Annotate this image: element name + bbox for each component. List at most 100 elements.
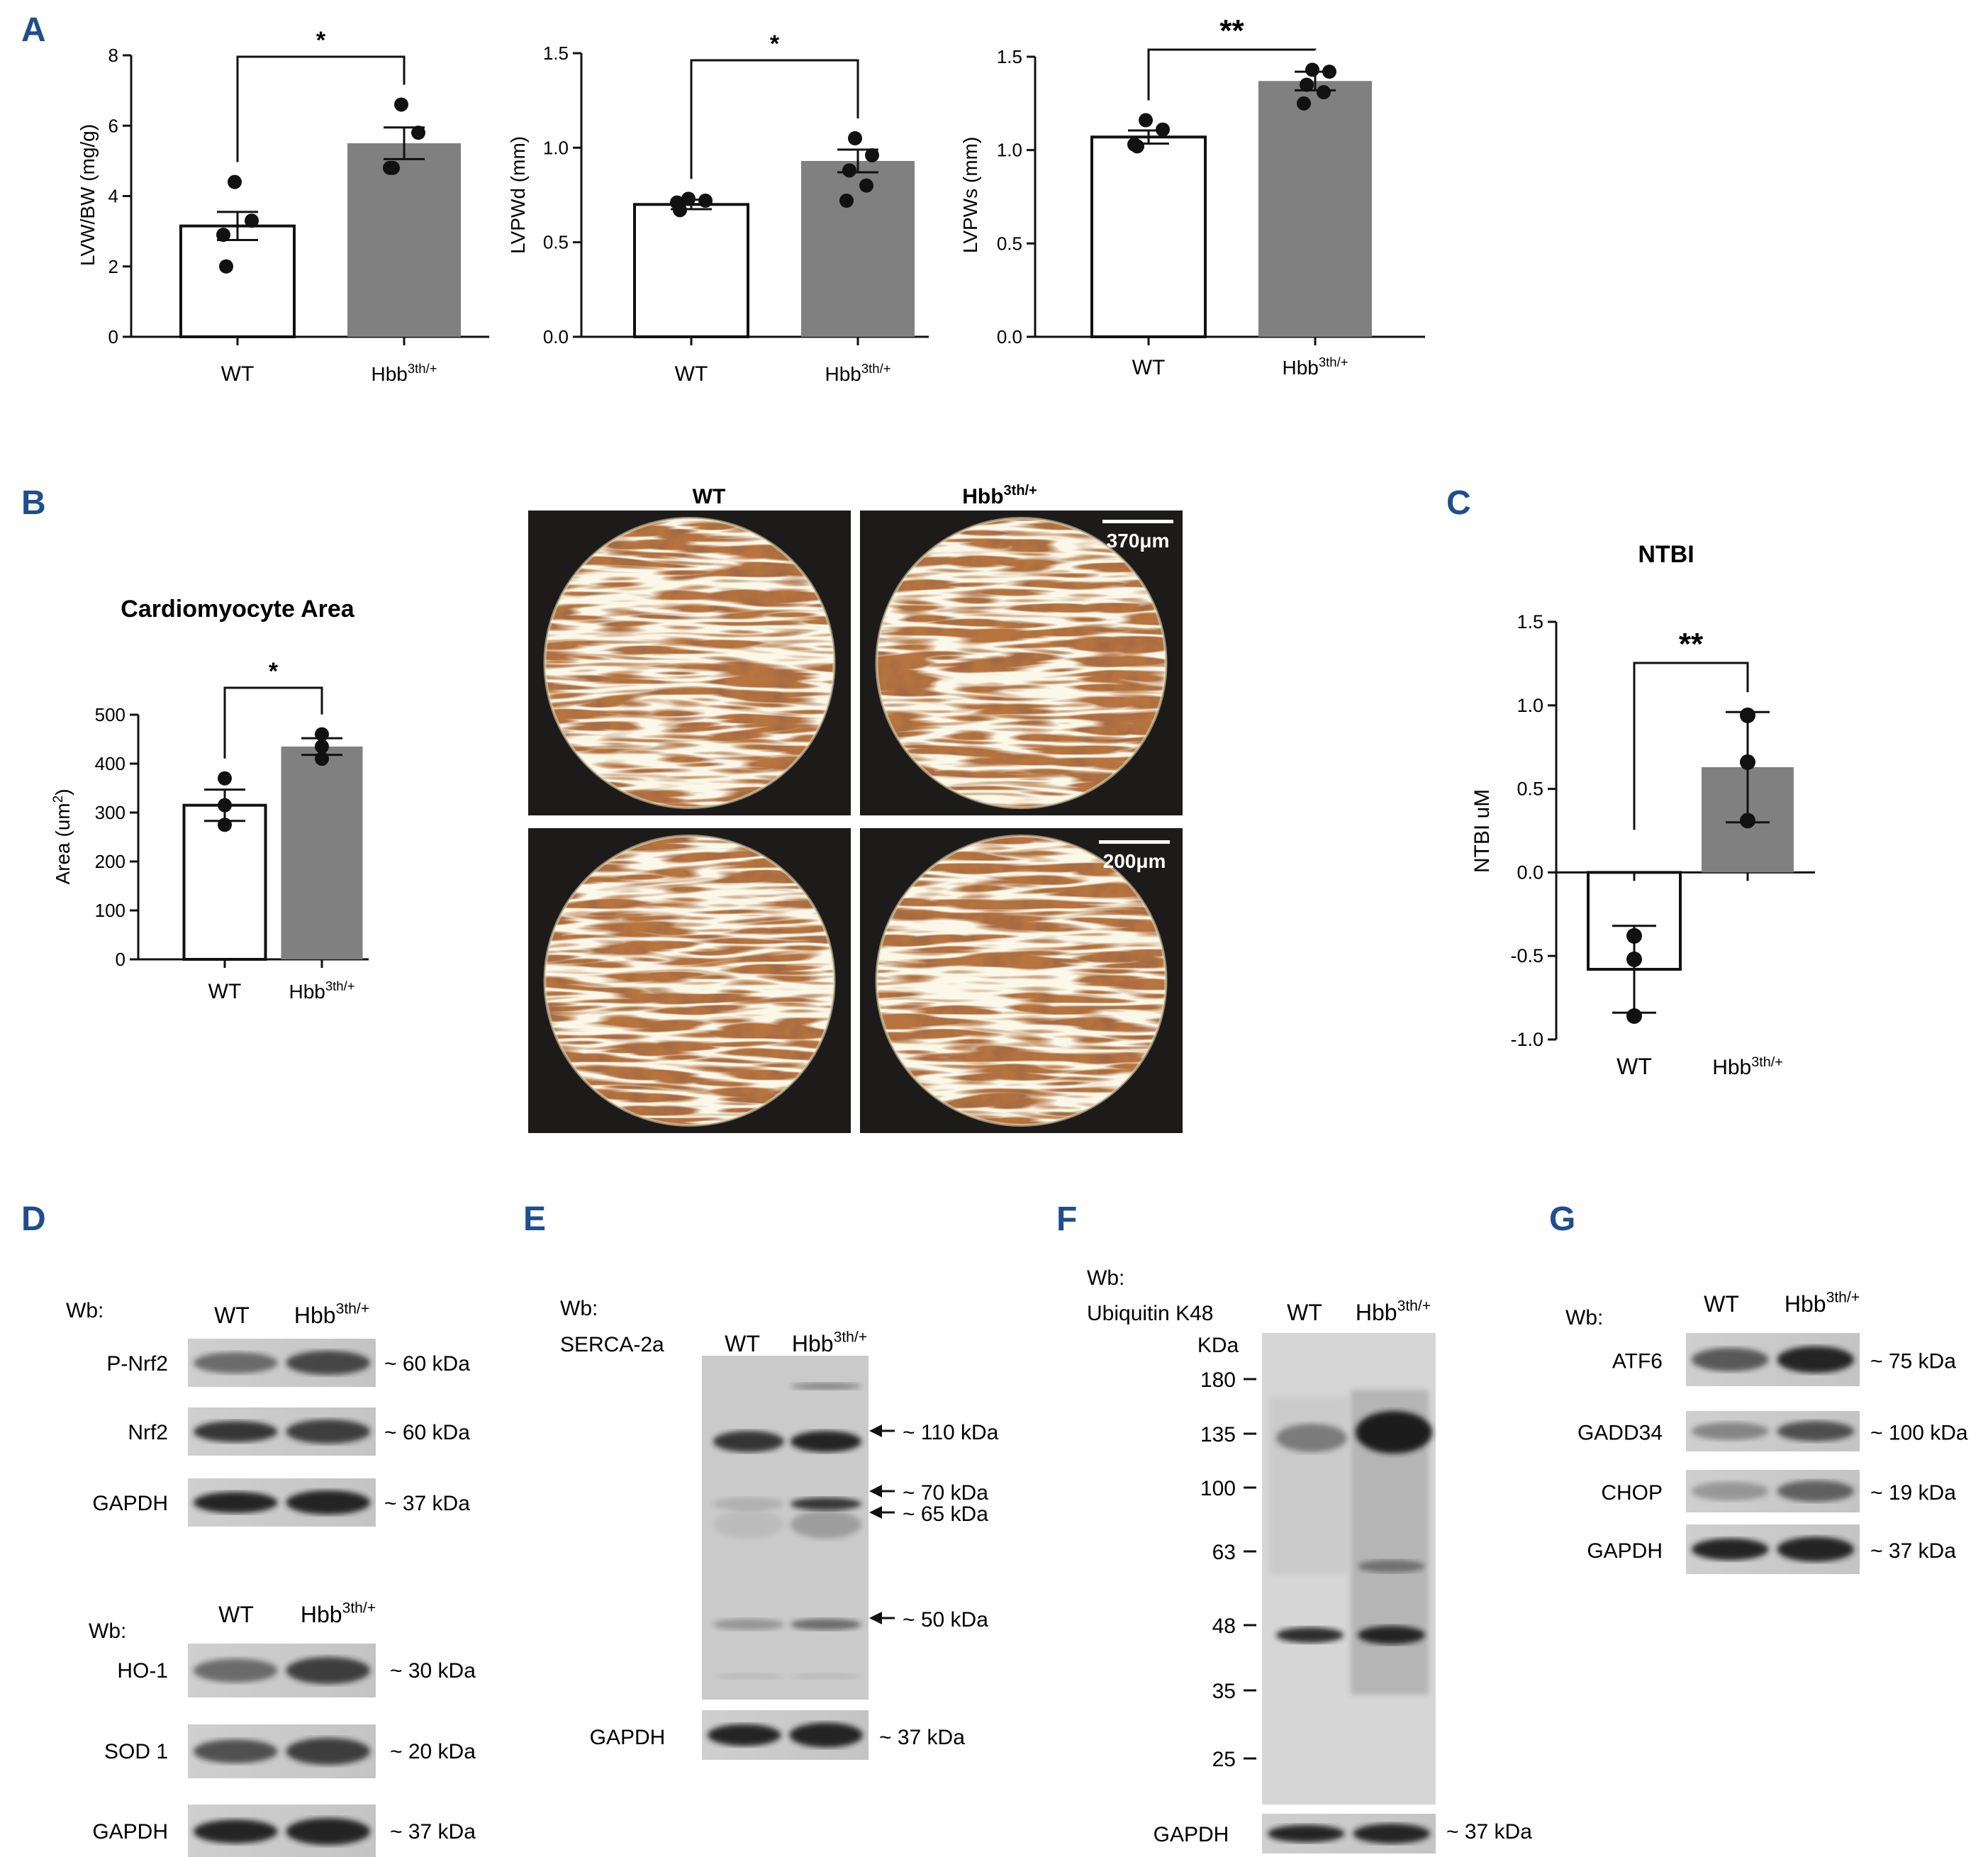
histology-col-hbb: Hbb3th/+ — [962, 483, 1037, 508]
x-tick-label-hbb: Hbb3th/+ — [1712, 1054, 1783, 1079]
x-tick-label-wt: WT — [675, 362, 708, 386]
band-wt — [1692, 1348, 1769, 1371]
y-tick-label: 0.0 — [997, 326, 1022, 347]
bar-wt — [1090, 135, 1207, 338]
y-tick-label: 1.5 — [997, 46, 1022, 67]
band-hbb — [286, 1738, 370, 1765]
size-marker: ~ 110 kDa — [903, 1421, 999, 1444]
tissue-fibers — [876, 836, 1166, 1125]
y-tick-label: 0.5 — [543, 232, 569, 253]
lane-label-hbb-main: Hbb — [301, 1602, 342, 1627]
loading-size: ~ 37 kDa — [1446, 1820, 1532, 1844]
significance-bracket — [1633, 662, 1749, 830]
y-axis-label: LVPWs (mm) — [959, 137, 981, 253]
data-point — [848, 131, 862, 145]
band-wt — [1692, 1538, 1769, 1561]
chart-lvpws: 0.0 0.5 1.0 1.5 LVPWs (mm) WT Hbb3th/+ ** — [959, 13, 1425, 379]
data-point — [216, 228, 230, 242]
row-label: ATF6 — [1612, 1350, 1663, 1373]
blot-row — [1686, 1411, 1860, 1451]
band-hbb — [791, 1383, 861, 1390]
x-tick-label-hbb-sup: 3th/+ — [408, 361, 437, 376]
panel-label-g: G — [1549, 1200, 1575, 1238]
size-marker: ~ 70 kDa — [903, 1481, 988, 1505]
data-point — [1305, 62, 1319, 77]
blot-row — [188, 1478, 376, 1527]
y-axis-label: LVW/BW (mg/g) — [77, 124, 99, 266]
lane-label-wt: WT — [218, 1602, 254, 1627]
y-tick-label: 100 — [95, 900, 125, 921]
band-wt — [1692, 1422, 1769, 1441]
band-wt — [194, 1739, 278, 1763]
x-tick-label-wt: WT — [1132, 356, 1166, 379]
band-hbb — [1777, 1346, 1854, 1373]
x-tick-label-hbb-main: Hbb — [372, 363, 408, 385]
y-tick-label: 0.5 — [997, 233, 1022, 254]
blot-row — [188, 1407, 376, 1456]
lane-label-hbb: Hbb3th/+ — [294, 1301, 369, 1328]
chart-lvw-bw: 0 2 4 6 8 LVW/BW (mg/g) WT Hbb3th/+ * — [77, 27, 489, 386]
band-wt — [194, 1352, 278, 1373]
band-hbb — [791, 1431, 861, 1452]
lane-label-hbb-sup: 3th/+ — [1397, 1298, 1431, 1315]
data-point — [1626, 927, 1642, 944]
y-tick-label: 2 — [108, 256, 118, 277]
y-tick-label: 1.5 — [543, 43, 569, 64]
ladder-label: 25 — [1212, 1748, 1236, 1771]
data-point — [1139, 113, 1153, 128]
ladder-label: 135 — [1200, 1423, 1236, 1446]
size-label: ~ 100 kDa — [1870, 1422, 1968, 1445]
y-tick-label: 300 — [95, 802, 125, 823]
size-label: ~ 20 kDa — [390, 1740, 476, 1763]
y-tick-label: 0 — [116, 949, 125, 970]
antibody-label: Ubiquitin K48 — [1087, 1302, 1213, 1325]
lane-label-wt: WT — [1287, 1300, 1322, 1325]
x-tick-label-hbb-main: Hbb — [289, 981, 325, 1003]
x-tick-label-hbb-sup: 3th/+ — [861, 361, 891, 376]
row-label: CHOP — [1601, 1481, 1663, 1505]
loading-control-strip — [1262, 1814, 1436, 1853]
band-hbb — [791, 1510, 861, 1539]
panel-label-b: B — [21, 484, 46, 522]
data-point — [839, 194, 854, 208]
bar-hbb — [1258, 81, 1372, 337]
data-point — [219, 259, 233, 274]
data-point — [1317, 85, 1331, 100]
loading-size: ~ 37 kDa — [879, 1726, 965, 1749]
y-tick-label: 8 — [108, 45, 118, 66]
chart-lvpwd: 0.0 0.5 1.0 1.5 LVPWd (mm) WT Hbb3th/+ * — [507, 30, 929, 386]
lane-label-hbb-sup: 3th/+ — [342, 1600, 376, 1617]
antibody-label: SERCA-2a — [560, 1333, 664, 1356]
row-label: GAPDH — [92, 1492, 168, 1515]
wb-label: Wb: — [1087, 1266, 1124, 1290]
y-tick-label: 1.5 — [1517, 611, 1543, 632]
band-hbb — [791, 1619, 861, 1630]
data-point — [386, 160, 400, 175]
data-point — [245, 213, 259, 228]
blot-panel-e: Wb:SERCA-2a WT Hbb3th/+~ 110 kDa~ 70 kDa~ … — [560, 1297, 999, 1760]
data-point — [1300, 77, 1314, 92]
significance-marker: ** — [1219, 13, 1244, 48]
ladder-label: 35 — [1212, 1680, 1236, 1703]
data-point — [842, 163, 856, 178]
scale-bar-370-label: 370μm — [1107, 530, 1170, 552]
wb-label: Wb: — [89, 1619, 126, 1643]
lane-label-hbb: Hbb3th/+ — [1356, 1298, 1431, 1325]
blot-panel-g: Wb: WT Hbb3th/+ ATF6 ~ 75 kDa GADD34 ~ 100 kDa… — [1565, 1290, 1968, 1574]
size-label: ~ 37 kDa — [384, 1492, 470, 1515]
row-label: P-Nrf2 — [106, 1352, 168, 1376]
y-tick-label: 0.0 — [1517, 861, 1543, 883]
significance-marker: * — [269, 658, 279, 685]
band-hbb — [286, 1351, 370, 1375]
size-label: ~ 75 kDa — [1870, 1350, 1956, 1373]
y-tick-label: 500 — [95, 704, 125, 725]
data-point — [1626, 951, 1642, 967]
y-axis-label: LVPWd (mm) — [507, 136, 529, 254]
lane-label-hbb: Hbb3th/+ — [301, 1600, 376, 1627]
lane-label-hbb-main: Hbb — [1356, 1300, 1397, 1325]
row-label: GAPDH — [1587, 1539, 1663, 1563]
loading-label: GAPDH — [590, 1726, 666, 1749]
arrow-head — [869, 1485, 882, 1498]
